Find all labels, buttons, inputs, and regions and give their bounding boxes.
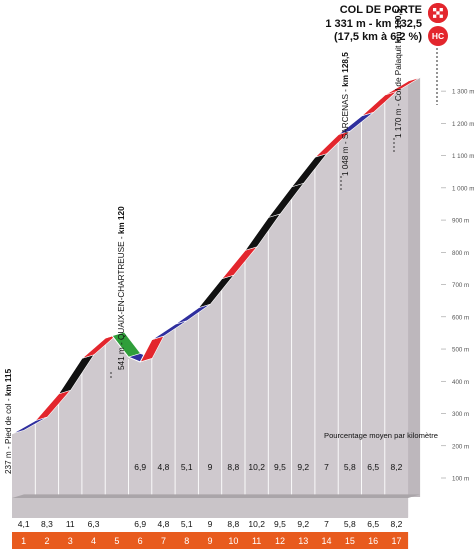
grade-top-label: 9 [208,462,213,472]
waypoint-palaquit-text: 1 170 m - Col de Palaquit km 130,5 [394,8,403,138]
summit-info: COL DE PORTE 1 331 m - km 132,5 (17,5 km… [325,4,422,45]
checkered-flag-icon [428,3,448,23]
y-tick-label: 500 m [452,347,469,354]
grade-value-label: 5,8 [344,519,356,529]
km-label: 6 [138,536,143,546]
km-strip [12,532,409,549]
km-label: 7 [161,536,166,546]
y-tick-label: 200 m [452,443,469,450]
y-tick-label: 1 100 m [452,153,474,160]
km-label: 9 [208,536,213,546]
grade-value-label: 8,8 [227,519,239,529]
y-tick-label: 1 300 m [452,89,474,96]
waypoint-quaix-km: km 120 [117,206,126,234]
km-label: 1 [21,536,26,546]
grade-strip-top [12,494,421,498]
category-badge: HC [428,26,448,46]
ridge-edge [11,80,409,435]
waypoint-start-location: 237 m - Pied de col - [4,396,13,474]
km-label: 10 [228,536,238,546]
grade-top-label: 4,8 [158,462,170,472]
summit-climb-stats: (17,5 km à 6,2 %) [333,31,422,43]
grade-top-label: 6,5 [367,462,379,472]
km-label: 15 [345,536,355,546]
grade-annotation: Pourcentage moyen par kilomètre [324,431,438,440]
waypoint-palaquit: 1 170 m - Col de Palaquit km 130,5 [394,8,403,138]
grade-top-label: 5,1 [181,462,193,472]
grade-value-label: 9,5 [274,519,286,529]
summit-altitude-km: 1 331 m - km 132,5 [325,17,422,30]
waypoint-start-text: 237 m - Pied de col - km 115 [4,368,13,474]
grade-value-label: 6,9 [134,519,146,529]
summit-name: COL DE PORTE [339,4,422,16]
waypoint-quaix: 541 m - QUAIX-EN-CHARTREUSE - km 120 [117,206,126,370]
waypoint-quaix-text: 541 m - QUAIX-EN-CHARTREUSE - km 120 [117,206,126,370]
grade-value-label: 4,8 [158,519,170,529]
km-label: 3 [68,536,73,546]
grade-top-label: 9,5 [274,462,286,472]
grade-value-label: 11 [66,519,75,529]
grade-value-label: 6,3 [88,519,100,529]
km-label: 11 [252,536,261,546]
y-tick-label: 100 m [452,476,469,483]
km-label: 2 [44,536,49,546]
waypoint-palaquit-location: 1 170 m - Col de Palaquit [394,43,403,138]
waypoint-sarcenas-location: 1 048 m - SARCENAS - [341,87,350,176]
km-label: 16 [368,536,378,546]
grade-value-label: 9 [208,519,213,529]
y-tick-label: 800 m [452,250,469,257]
waypoint-sarcenas-text: 1 048 m - SARCENAS - km 128,5 [341,52,350,176]
grade-value-label: 8,2 [391,519,403,529]
grade-top-label: 6,9 [134,462,146,472]
km-label: 4 [91,536,96,546]
waypoint-start: 237 m - Pied de col - km 115 [4,368,13,474]
km-label: 13 [298,536,308,546]
grade-top-label: 5,8 [344,462,356,472]
grade-top-label: 8,2 [391,462,403,472]
y-tick-label: 700 m [452,282,469,289]
grade-value-label: 10,2 [248,519,265,529]
grade-value-label: 7 [324,519,329,529]
grade-top-label: 9,2 [297,462,309,472]
km-label: 17 [391,536,401,546]
km-label: 8 [184,536,189,546]
y-tick-label: 1 000 m [452,185,474,192]
y-tick-label: 900 m [452,218,469,225]
km-label: 12 [275,536,285,546]
waypoint-quaix-location: 541 m - QUAIX-EN-CHARTREUSE - [117,234,126,370]
grade-value-label: 4,1 [18,519,30,529]
y-tick-label: 300 m [452,411,469,418]
km-label: 14 [322,536,332,546]
grade-top-label: 8,8 [227,462,239,472]
km-label: 5 [114,536,119,546]
grade-value-label: 9,2 [297,519,309,529]
grade-value-label: 8,3 [41,519,53,529]
y-tick-label: 600 m [452,314,469,321]
waypoint-sarcenas: 1 048 m - SARCENAS - km 128,5 [341,52,350,176]
waypoint-palaquit-km: km 130,5 [394,8,403,43]
grade-top-label: 10,2 [248,462,265,472]
y-tick-label: 1 200 m [452,121,474,128]
waypoint-start-km: km 115 [4,368,13,396]
grade-top-label: 7 [324,462,329,472]
grade-value-label: 5,1 [181,519,193,529]
grade-strip [12,498,409,518]
grade-value-label: 6,5 [367,519,379,529]
waypoint-sarcenas-km: km 128,5 [341,52,350,87]
y-tick-label: 400 m [452,379,469,386]
